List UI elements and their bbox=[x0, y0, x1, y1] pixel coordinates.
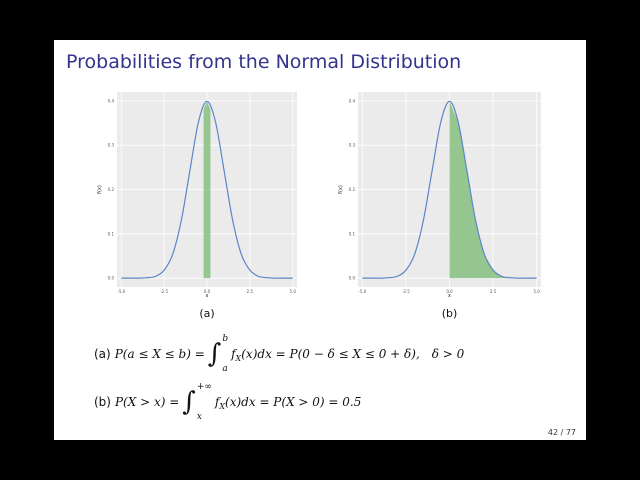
shaded-area bbox=[449, 101, 537, 279]
integral: ∫ b a bbox=[207, 334, 229, 374]
slide-title: Probabilities from the Normal Distributi… bbox=[66, 51, 462, 73]
eq-rest: (x)dx = P(X > 0) = 0.5 bbox=[225, 395, 362, 409]
density-curve bbox=[121, 100, 293, 279]
x-tick-label: 0.0 bbox=[204, 289, 211, 294]
y-tick-label: 0.4 bbox=[349, 98, 356, 103]
y-tick-label: 0.3 bbox=[349, 143, 356, 148]
integrand: f bbox=[214, 395, 220, 409]
x-axis-label: x bbox=[448, 293, 451, 299]
y-tick-label: 0.0 bbox=[349, 276, 356, 281]
eq-condition: δ > 0 bbox=[431, 347, 465, 361]
x-tick-label: 2.5 bbox=[490, 289, 497, 294]
integral: ∫ +∞ x bbox=[182, 382, 212, 422]
eq-label: (b) bbox=[94, 395, 111, 409]
x-tick-label: 5.0 bbox=[290, 289, 297, 294]
x-tick-label: -2.5 bbox=[402, 289, 410, 294]
y-tick-label: 0.0 bbox=[108, 276, 115, 281]
x-tick-label: -5.0 bbox=[117, 289, 125, 294]
x-tick-label: 5.0 bbox=[533, 289, 540, 294]
x-tick-label: 2.5 bbox=[247, 289, 254, 294]
y-tick-label: 0.4 bbox=[108, 98, 115, 103]
integrand: f bbox=[231, 347, 236, 361]
chart-caption: (a) bbox=[199, 307, 214, 320]
lower-limit: a bbox=[222, 364, 228, 374]
y-tick-label: 0.2 bbox=[108, 187, 115, 192]
y-tick-label: 0.3 bbox=[108, 143, 115, 148]
eq-lhs: P(a ≤ X ≤ b) = bbox=[114, 347, 205, 361]
slide: -5.0 -2.5 0.0 2.5 5.0 0.0 0.1 0.2 0.3 0.4 x f(x) (a)… bbox=[54, 40, 586, 440]
charts: -5.0 -2.5 0.0 2.5 5.0 0.0 0.1 0.2 0.3 0.4 x f(x) (a)… bbox=[97, 92, 541, 320]
page-number: 42 / 77 bbox=[547, 428, 576, 437]
upper-limit: +∞ bbox=[196, 382, 212, 392]
y-axis-label: f(x) bbox=[97, 185, 103, 194]
y-tick-label: 0.1 bbox=[349, 231, 356, 236]
x-tick-label: -2.5 bbox=[160, 289, 168, 294]
chart-caption: (b) bbox=[442, 307, 458, 320]
upper-limit: b bbox=[222, 334, 229, 344]
subscript: X bbox=[219, 401, 226, 411]
y-tick-label: 0.1 bbox=[108, 231, 115, 236]
y-tick-label: 0.2 bbox=[349, 187, 356, 192]
subscript: X bbox=[235, 353, 242, 363]
density-curve bbox=[362, 100, 537, 279]
x-axis-label: x bbox=[206, 293, 209, 299]
eq-label: (a) bbox=[94, 347, 111, 361]
x-tick-label: -5.0 bbox=[358, 289, 366, 294]
eq-rest: (x)dx = P(0 − δ ≤ X ≤ 0 + δ), bbox=[241, 347, 420, 361]
y-axis-label: f(x) bbox=[338, 185, 344, 194]
eq-lhs: P(X > x) = bbox=[114, 395, 180, 409]
x-tick-label: 0.0 bbox=[446, 289, 453, 294]
shaded-area bbox=[203, 101, 211, 279]
lower-limit: x bbox=[196, 412, 202, 422]
